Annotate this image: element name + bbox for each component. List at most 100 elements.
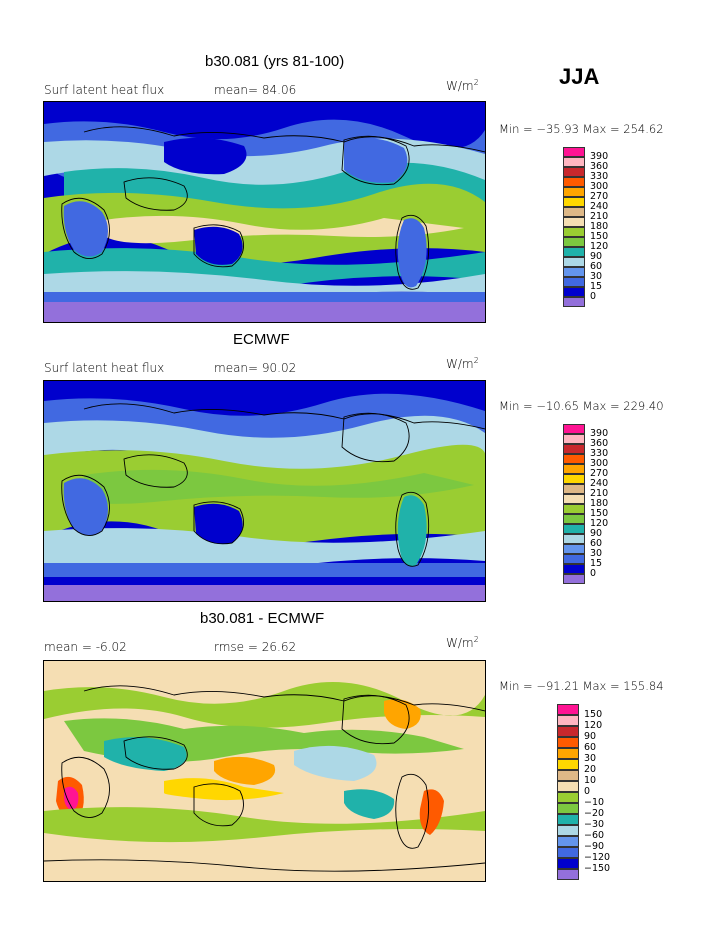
legend-label: 210 bbox=[590, 211, 609, 222]
legend-label: 120 bbox=[590, 241, 609, 252]
panel1-legend: 390 360 330 300 270 240 210 180 150 120 … bbox=[563, 147, 643, 319]
panel2-title: ECMWF bbox=[233, 331, 290, 348]
legend-swatch bbox=[557, 825, 579, 836]
legend-swatch bbox=[563, 564, 585, 574]
legend-label: 0 bbox=[590, 568, 597, 579]
legend-label: 0 bbox=[584, 786, 591, 797]
legend-swatch bbox=[563, 297, 585, 307]
legend-label: 390 bbox=[590, 428, 609, 439]
legend-swatch bbox=[557, 803, 579, 814]
legend-swatch bbox=[563, 237, 585, 247]
panel2-units: W/m2 bbox=[446, 356, 479, 371]
panel1-title: b30.081 (yrs 81-100) bbox=[205, 53, 345, 70]
legend-swatch bbox=[557, 770, 579, 781]
legend-swatch bbox=[563, 504, 585, 514]
legend-label: 150 bbox=[584, 709, 603, 720]
legend-swatch bbox=[563, 494, 585, 504]
panel2-variable-label: Surf latent heat flux bbox=[44, 361, 165, 375]
legend-label: 90 bbox=[584, 731, 597, 742]
legend-swatch bbox=[563, 574, 585, 584]
legend-label: 240 bbox=[590, 201, 609, 212]
panel1-minmax: Min = −35.93 Max = 254.62 bbox=[499, 122, 664, 136]
legend-label: 180 bbox=[590, 498, 609, 509]
legend-label: 30 bbox=[590, 548, 603, 559]
legend-swatch bbox=[563, 484, 585, 494]
panel3-units: W/m2 bbox=[446, 635, 479, 650]
legend-swatch bbox=[563, 207, 585, 217]
legend-swatch bbox=[557, 858, 579, 869]
legend-label: 0 bbox=[590, 291, 597, 302]
legend-swatch bbox=[557, 836, 579, 847]
legend-swatch bbox=[563, 534, 585, 544]
legend-label: −30 bbox=[584, 819, 605, 830]
legend-label: 60 bbox=[584, 742, 597, 753]
legend-label: 360 bbox=[590, 161, 609, 172]
legend-label: 270 bbox=[590, 191, 609, 202]
panel3-legend: 150 120 90 60 30 20 10 0 −10 −20 −30 −60… bbox=[557, 704, 637, 880]
legend-label: 60 bbox=[590, 538, 603, 549]
legend-swatch bbox=[563, 544, 585, 554]
legend-swatch bbox=[563, 227, 585, 237]
legend-swatch bbox=[557, 792, 579, 803]
legend-label: 150 bbox=[590, 508, 609, 519]
legend-label: 240 bbox=[590, 478, 609, 489]
legend-swatch bbox=[563, 434, 585, 444]
legend-label: 390 bbox=[590, 151, 609, 162]
panel2-legend: 390 360 330 300 270 240 210 180 150 120 … bbox=[563, 424, 643, 596]
legend-swatch bbox=[563, 454, 585, 464]
panel2-minmax: Min = −10.65 Max = 229.40 bbox=[499, 399, 664, 413]
legend-label: 30 bbox=[584, 753, 597, 764]
legend-label: −60 bbox=[584, 830, 605, 841]
legend-label: 10 bbox=[584, 775, 597, 786]
legend-swatch bbox=[563, 197, 585, 207]
legend-label: 90 bbox=[590, 251, 603, 262]
legend-swatch bbox=[563, 177, 585, 187]
legend-label: 120 bbox=[590, 518, 609, 529]
panel3-mean-label: mean = -6.02 bbox=[44, 640, 127, 654]
legend-label: 15 bbox=[590, 281, 603, 292]
legend-swatch bbox=[557, 759, 579, 770]
legend-swatch bbox=[557, 869, 579, 880]
legend-label: −10 bbox=[584, 797, 605, 808]
legend-swatch bbox=[557, 781, 579, 792]
legend-swatch bbox=[563, 524, 585, 534]
legend-label: 60 bbox=[590, 261, 603, 272]
legend-swatch bbox=[563, 554, 585, 564]
panel1-units: W/m2 bbox=[446, 78, 479, 93]
legend-label: 15 bbox=[590, 558, 603, 569]
panel2-mean-label: mean= 90.02 bbox=[214, 361, 297, 375]
legend-label: 210 bbox=[590, 488, 609, 499]
legend-swatch bbox=[557, 715, 579, 726]
legend-swatch bbox=[563, 464, 585, 474]
legend-label: 330 bbox=[590, 171, 609, 182]
legend-swatch bbox=[557, 737, 579, 748]
legend-swatch bbox=[563, 257, 585, 267]
legend-swatch bbox=[563, 217, 585, 227]
legend-swatch bbox=[557, 726, 579, 737]
legend-swatch bbox=[563, 277, 585, 287]
legend-label: −150 bbox=[584, 863, 611, 874]
legend-label: 30 bbox=[590, 271, 603, 282]
legend-swatch bbox=[563, 474, 585, 484]
season-label: JJA bbox=[559, 64, 600, 89]
legend-swatch bbox=[563, 147, 585, 157]
legend-swatch bbox=[563, 167, 585, 177]
legend-label: −20 bbox=[584, 808, 605, 819]
legend-label: 180 bbox=[590, 221, 609, 232]
legend-label: 360 bbox=[590, 438, 609, 449]
legend-label: 150 bbox=[590, 231, 609, 242]
legend-label: 270 bbox=[590, 468, 609, 479]
panel2-map bbox=[43, 380, 486, 602]
legend-label: 20 bbox=[584, 764, 597, 775]
legend-label: −120 bbox=[584, 852, 611, 863]
legend-swatch bbox=[563, 424, 585, 434]
legend-swatch bbox=[557, 814, 579, 825]
legend-label: −90 bbox=[584, 841, 605, 852]
panel1-variable-label: Surf latent heat flux bbox=[44, 83, 165, 97]
legend-swatch bbox=[557, 704, 579, 715]
legend-label: 300 bbox=[590, 181, 609, 192]
legend-swatch bbox=[557, 748, 579, 759]
panel3-title: b30.081 - ECMWF bbox=[200, 610, 325, 627]
panel1-mean-label: mean= 84.06 bbox=[214, 83, 297, 97]
legend-swatch bbox=[563, 247, 585, 257]
